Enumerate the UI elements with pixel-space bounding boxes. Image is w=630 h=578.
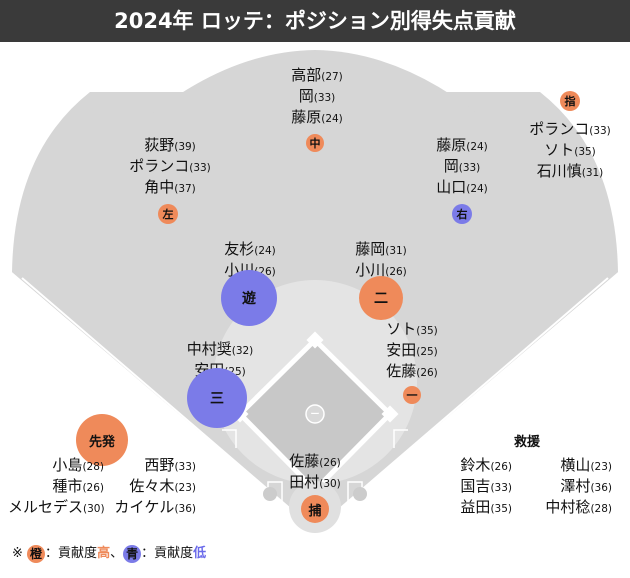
- dh-player-list: ポランコ(33) ソト(35) 石川慎(31): [520, 120, 620, 183]
- legend-text: ：貢献度: [45, 546, 98, 561]
- player-entry: ソト(35): [544, 141, 596, 159]
- player-entry: 藤岡(31): [355, 240, 407, 258]
- second-base-badge: 二: [359, 276, 403, 320]
- player-entry: 澤村(36): [560, 477, 612, 495]
- player-entry: 国吉(33): [460, 477, 512, 495]
- player-entry: 佐藤(26): [386, 362, 438, 380]
- second-player-list: 藤岡(31) 小川(26): [336, 240, 426, 282]
- catcher-badge: 捕: [301, 495, 329, 523]
- player-entry: ポランコ(33): [529, 120, 611, 138]
- baseball-field: [0, 42, 630, 578]
- player-entry: 佐藤(26): [289, 452, 341, 470]
- reliever-list-col2: 横山(23) 澤村(36) 中村稔(28): [526, 456, 612, 519]
- legend-text: ：貢献度: [141, 546, 194, 561]
- player-entry: 高部(27): [291, 66, 343, 84]
- reliever-heading: 救援: [514, 435, 541, 450]
- legend-orange-badge: 橙: [27, 544, 46, 563]
- player-entry: 鈴木(26): [460, 456, 512, 474]
- catcher-player-list: 佐藤(26) 田村(30): [270, 452, 360, 494]
- player-entry: 岡(33): [298, 87, 336, 105]
- center-player-list: 高部(27) 岡(33) 藤原(24): [272, 66, 362, 129]
- player-entry: 藤原(24): [291, 108, 343, 126]
- player-entry: 角中(37): [144, 178, 196, 196]
- player-entry: 中村稔(28): [545, 498, 612, 516]
- player-entry: 横山(23): [560, 456, 612, 474]
- player-entry: 安田(25): [386, 341, 438, 359]
- center-field-badge: 中: [306, 134, 324, 152]
- pitcher-mound-label: ー: [310, 409, 320, 420]
- field-graphic: [12, 50, 618, 533]
- player-entry: 藤原(24): [436, 136, 488, 154]
- player-entry: 友杉(24): [224, 240, 276, 258]
- first-base-badge: 一: [403, 386, 421, 404]
- player-entry: 益田(35): [460, 498, 512, 516]
- left-field-badge: 左: [158, 204, 178, 224]
- right-field-badge: 右: [452, 204, 472, 224]
- third-base-badge: 三: [187, 368, 247, 428]
- shortstop-badge: 遊: [221, 270, 277, 326]
- legend-prefix: ※: [12, 546, 23, 561]
- right-player-list: 藤原(24) 岡(33) 山口(24): [412, 136, 512, 199]
- player-entry: 荻野(39): [144, 136, 196, 154]
- player-entry: 中村奨(32): [186, 340, 254, 358]
- page-title: 2024年 ロッテ：ポジション別得失点貢献: [0, 0, 630, 42]
- player-entry: 山口(24): [436, 178, 488, 196]
- player-entry: 田村(30): [289, 473, 341, 491]
- player-entry: 種市(26): [52, 477, 104, 495]
- player-entry: ソト(35): [386, 320, 438, 338]
- legend-separator: 、: [110, 546, 124, 561]
- left-player-list: 荻野(39) ポランコ(33) 角中(37): [120, 136, 220, 199]
- player-entry: 佐々木(23): [129, 477, 196, 495]
- player-entry: 石川慎(31): [536, 162, 604, 180]
- second-base: [306, 331, 324, 349]
- player-entry: メルセデス(30): [8, 498, 105, 516]
- legend: ※ 橙：貢献度高、青：貢献度低: [12, 542, 206, 563]
- dh-badge: 指: [560, 91, 580, 111]
- player-entry: 小川(26): [355, 261, 407, 279]
- starter-list-col2: 西野(33) 佐々木(23) カイケル(36): [104, 456, 196, 519]
- first-player-list: ソト(35) 安田(25) 佐藤(26): [372, 320, 452, 383]
- starter-badge: 先発: [76, 414, 128, 466]
- legend-low-word: 低: [193, 546, 207, 561]
- legend-blue-badge: 青: [123, 544, 142, 563]
- legend-high-word: 高: [97, 546, 111, 561]
- player-entry: 西野(33): [144, 456, 196, 474]
- reliever-list-col1: 鈴木(26) 国吉(33) 益田(35): [440, 456, 512, 519]
- pitcher-mound: [305, 404, 325, 424]
- starter-list-col1: 小島(28) 種市(26) メルセデス(30): [8, 456, 105, 519]
- player-entry: 小島(28): [52, 456, 104, 474]
- player-entry: 岡(33): [443, 157, 481, 175]
- first-base: [381, 405, 399, 423]
- player-entry: カイケル(36): [114, 498, 196, 516]
- player-entry: ポランコ(33): [129, 157, 211, 175]
